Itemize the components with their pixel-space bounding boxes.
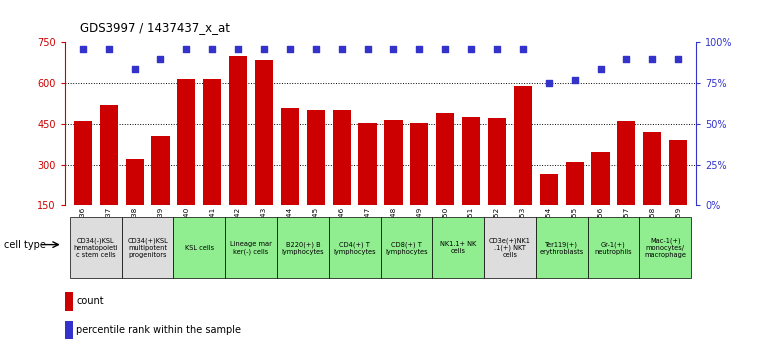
Point xyxy=(103,46,115,52)
Bar xyxy=(65,321,73,339)
FancyBboxPatch shape xyxy=(122,217,174,278)
Bar xyxy=(669,140,687,246)
Text: NK1.1+ NK
cells: NK1.1+ NK cells xyxy=(440,241,476,254)
Point xyxy=(387,46,400,52)
Text: KSL cells: KSL cells xyxy=(185,245,214,251)
Bar xyxy=(643,132,661,246)
Text: CD8(+) T
lymphocytes: CD8(+) T lymphocytes xyxy=(385,241,428,255)
Bar xyxy=(591,152,610,246)
FancyBboxPatch shape xyxy=(536,217,587,278)
Point xyxy=(439,46,451,52)
Bar xyxy=(203,79,221,246)
FancyBboxPatch shape xyxy=(329,217,380,278)
Point xyxy=(672,56,684,62)
Point xyxy=(206,46,218,52)
Bar xyxy=(126,159,144,246)
FancyBboxPatch shape xyxy=(639,217,691,278)
Bar xyxy=(281,108,299,246)
FancyBboxPatch shape xyxy=(484,217,536,278)
Bar xyxy=(488,119,506,246)
Point xyxy=(543,80,555,86)
Point xyxy=(284,46,296,52)
Text: CD34(-)KSL
hematopoieti
c stem cells: CD34(-)KSL hematopoieti c stem cells xyxy=(73,238,118,258)
Bar xyxy=(540,174,558,246)
Bar xyxy=(255,60,273,246)
Text: Mac-1(+)
monocytes/
macrophage: Mac-1(+) monocytes/ macrophage xyxy=(645,238,686,258)
Point xyxy=(413,46,425,52)
Bar xyxy=(333,110,351,246)
Point xyxy=(77,46,89,52)
Text: count: count xyxy=(76,296,103,307)
Text: CD4(+) T
lymphocytes: CD4(+) T lymphocytes xyxy=(333,241,376,255)
Bar xyxy=(436,113,454,246)
Text: GDS3997 / 1437437_x_at: GDS3997 / 1437437_x_at xyxy=(80,21,230,34)
Point xyxy=(465,46,477,52)
Text: CD3e(+)NK1
.1(+) NKT
cells: CD3e(+)NK1 .1(+) NKT cells xyxy=(489,237,531,258)
FancyBboxPatch shape xyxy=(380,217,432,278)
Bar xyxy=(307,110,325,246)
Text: CD34(+)KSL
multipotent
progenitors: CD34(+)KSL multipotent progenitors xyxy=(127,238,168,258)
FancyBboxPatch shape xyxy=(432,217,484,278)
Point xyxy=(310,46,322,52)
Bar xyxy=(617,121,635,246)
Point xyxy=(568,77,581,83)
Bar xyxy=(65,292,73,310)
Text: percentile rank within the sample: percentile rank within the sample xyxy=(76,325,241,335)
Bar xyxy=(462,117,480,246)
Point xyxy=(336,46,348,52)
FancyBboxPatch shape xyxy=(174,217,225,278)
FancyBboxPatch shape xyxy=(277,217,329,278)
Point xyxy=(258,46,270,52)
Point xyxy=(154,56,167,62)
Point xyxy=(232,46,244,52)
FancyBboxPatch shape xyxy=(70,217,122,278)
Bar xyxy=(151,136,170,246)
FancyBboxPatch shape xyxy=(587,217,639,278)
Point xyxy=(361,46,374,52)
Point xyxy=(129,66,141,72)
Bar xyxy=(229,56,247,246)
Bar xyxy=(100,105,118,246)
Bar xyxy=(384,120,403,246)
Bar xyxy=(177,79,196,246)
Point xyxy=(491,46,503,52)
Text: Ter119(+)
erythroblasts: Ter119(+) erythroblasts xyxy=(540,241,584,255)
Point xyxy=(646,56,658,62)
Bar xyxy=(514,86,532,246)
Bar xyxy=(565,162,584,246)
Point xyxy=(620,56,632,62)
Point xyxy=(180,46,193,52)
Text: Lineage mar
ker(-) cells: Lineage mar ker(-) cells xyxy=(230,241,272,255)
Bar xyxy=(74,121,92,246)
FancyBboxPatch shape xyxy=(225,217,277,278)
Point xyxy=(517,46,529,52)
Text: B220(+) B
lymphocytes: B220(+) B lymphocytes xyxy=(282,241,324,255)
Bar xyxy=(410,122,428,246)
Point xyxy=(594,66,607,72)
Bar xyxy=(358,122,377,246)
Text: cell type: cell type xyxy=(4,240,46,250)
Text: Gr-1(+)
neutrophils: Gr-1(+) neutrophils xyxy=(594,241,632,255)
